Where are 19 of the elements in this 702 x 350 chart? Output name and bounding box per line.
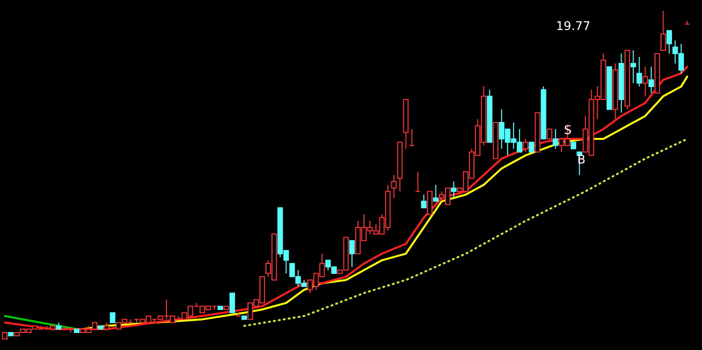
candlestick xyxy=(450,181,456,198)
candlestick xyxy=(230,292,236,314)
candlestick xyxy=(349,240,355,268)
candlestick xyxy=(636,56,642,87)
candlestick xyxy=(552,128,558,150)
candlestick xyxy=(433,184,439,202)
candlestick xyxy=(546,128,552,140)
candlestick xyxy=(427,190,433,215)
candlestick xyxy=(391,174,397,198)
candlestick xyxy=(522,138,528,153)
candlestick xyxy=(630,50,636,84)
candlestick xyxy=(666,30,672,54)
annotation: 19.77 xyxy=(556,18,590,33)
candlestick xyxy=(528,142,534,153)
candlestick xyxy=(648,66,654,94)
candlestick xyxy=(642,66,648,97)
candlestick xyxy=(660,10,666,51)
candlestick xyxy=(110,312,116,324)
candlestick xyxy=(421,194,427,208)
